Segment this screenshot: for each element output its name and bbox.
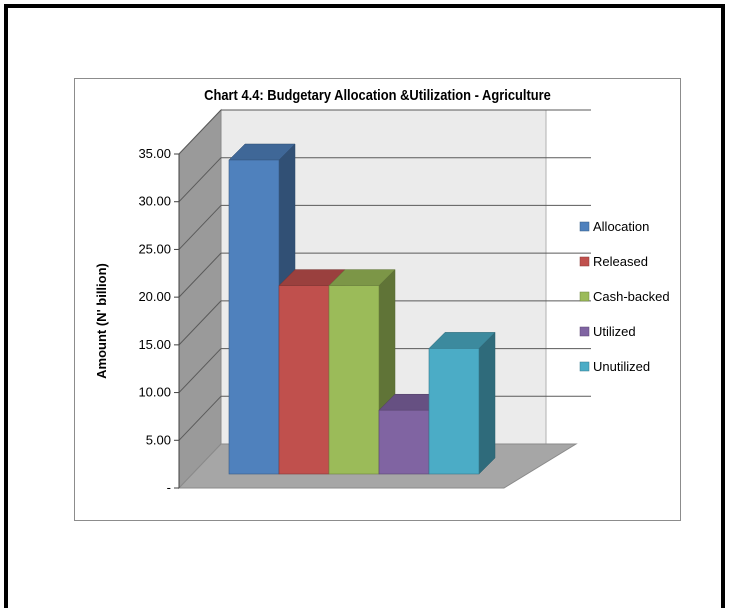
y-tick-label: 15.00 — [138, 337, 171, 352]
bar-unutilized — [428, 348, 480, 475]
legend-label-allocation: Allocation — [593, 219, 649, 234]
side-wall — [178, 108, 222, 490]
legend-swatch-utilized — [579, 326, 590, 337]
legend-swatch-allocation — [579, 221, 590, 232]
gridline-side-20 — [178, 252, 222, 298]
legend-label-cash-backed: Cash-backed — [593, 289, 670, 304]
legend-label-released: Released — [593, 254, 648, 269]
y-tick-label: - — [167, 480, 171, 495]
gridline-side-15 — [178, 300, 222, 346]
y-tick-label: 5.00 — [146, 432, 171, 447]
y-tick-label: 20.00 — [138, 289, 171, 304]
chart-svg: - 5.00 10.00 15.00 20.00 25.00 30.00 35.00 Amoun… — [94, 108, 670, 495]
chart-area: Chart 4.4: Budgetary Allocation &Utiliza… — [74, 78, 681, 521]
gridline-side-25 — [178, 205, 222, 250]
bar-utilized — [378, 409, 430, 475]
y-axis-label: Amount (N' billion) — [94, 263, 109, 379]
legend-swatch-unutilized — [579, 361, 590, 372]
y-tick-label: 10.00 — [138, 385, 171, 400]
legend-swatch-cash-backed — [579, 291, 590, 302]
gridline-side-5 — [178, 395, 222, 441]
chart-title: Chart 4.4: Budgetary Allocation &Utiliza… — [204, 87, 551, 104]
gridline-side-10 — [178, 348, 222, 393]
gridline-side-35 — [178, 109, 222, 155]
y-tick-label: 35.00 — [138, 146, 171, 161]
y-tick-label: 25.00 — [138, 241, 171, 256]
bar-cash-backed — [328, 285, 380, 475]
legend-swatch-released — [579, 256, 590, 267]
legend-label-unutilized: Unutilized — [593, 359, 650, 374]
y-tick-label: 30.00 — [138, 194, 171, 209]
gridline-side-30 — [178, 157, 222, 203]
bar-released — [278, 285, 330, 475]
bar-side-unutilized — [478, 331, 496, 475]
legend-label-utilized: Utilized — [593, 324, 636, 339]
bar-allocation — [228, 159, 280, 475]
